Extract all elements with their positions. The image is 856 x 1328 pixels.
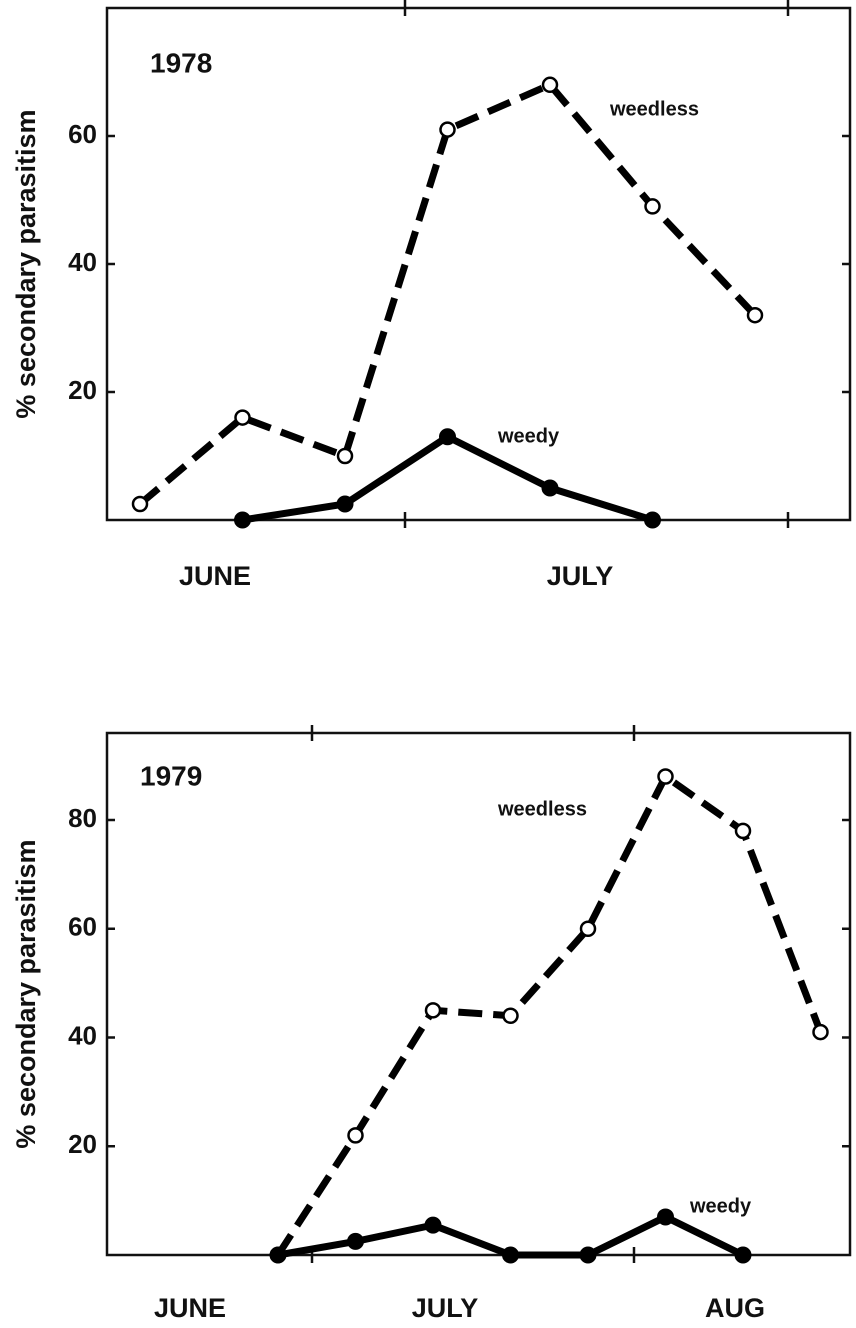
panel-title: 1978 [150, 47, 212, 78]
series-label: weedless [609, 98, 699, 120]
data-point [541, 479, 559, 497]
data-point [734, 1246, 752, 1264]
data-point [644, 511, 661, 529]
data-point [424, 1002, 442, 1019]
panel-title: 1979 [140, 760, 202, 791]
data-point [746, 306, 764, 324]
data-point [347, 1127, 364, 1144]
data-point [579, 1246, 597, 1264]
data-point [502, 1246, 519, 1264]
y-tick-label: 20 [68, 1129, 97, 1159]
data-point [657, 768, 674, 785]
data-point [657, 1208, 674, 1226]
series-line [241, 432, 654, 524]
y-tick-label: 40 [68, 247, 97, 277]
y-axis-label: % secondary parasitism [11, 109, 41, 418]
month-label: JULY [547, 561, 614, 591]
data-point [541, 76, 559, 94]
y-tick-label: 60 [68, 912, 97, 942]
data-point [439, 428, 456, 446]
data-point [336, 447, 354, 465]
data-point [336, 495, 354, 513]
y-tick-label: 40 [68, 1020, 97, 1050]
series-label: weedy [497, 425, 560, 447]
data-point [269, 1246, 287, 1264]
plot-frame [105, 731, 852, 1257]
data-point [347, 1232, 364, 1250]
data-point [424, 1216, 442, 1234]
series-line [275, 771, 824, 1257]
data-point [234, 511, 251, 529]
series-label: weedless [497, 798, 587, 820]
data-point [502, 1007, 519, 1024]
data-point [234, 409, 251, 426]
data-point [579, 920, 597, 937]
month-label: JUNE [179, 561, 251, 591]
data-point [734, 822, 752, 840]
y-tick-label: 20 [68, 375, 97, 405]
month-label: JUNE [154, 1293, 226, 1323]
data-point [131, 495, 149, 513]
data-point [439, 121, 456, 138]
y-axis-label: % secondary parasitism [11, 839, 41, 1148]
data-point [644, 198, 661, 215]
month-label: AUG [705, 1293, 765, 1323]
data-point [812, 1023, 829, 1041]
y-tick-label: 60 [68, 119, 97, 149]
series-label: weedy [689, 1195, 752, 1217]
plot-frame [105, 6, 852, 522]
y-tick-label: 80 [68, 803, 97, 833]
month-label: JULY [412, 1293, 479, 1323]
